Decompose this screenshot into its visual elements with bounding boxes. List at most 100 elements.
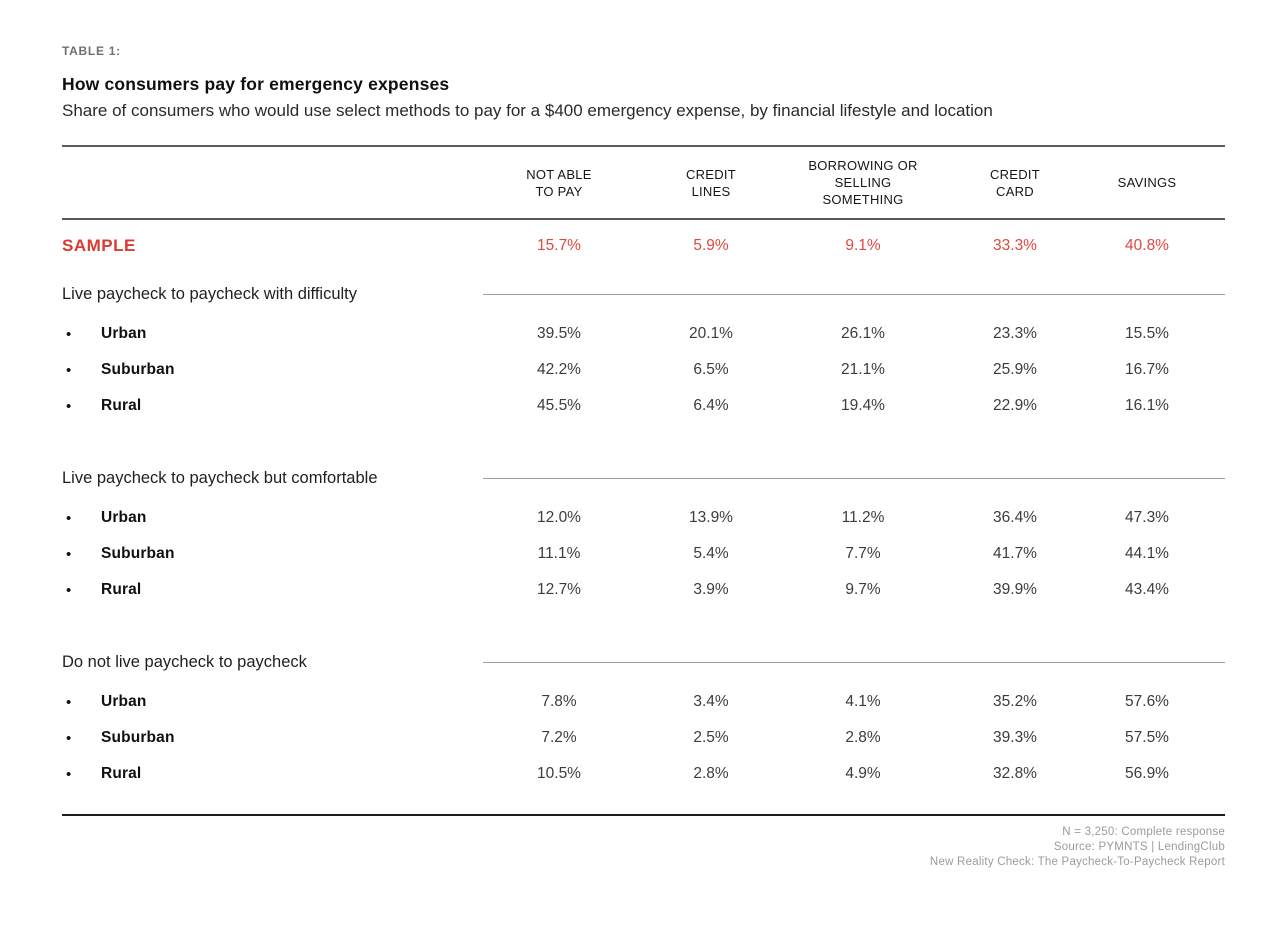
cell-credit-lines: 3.4% <box>693 693 729 710</box>
sample-value-savings: 40.8% <box>1125 237 1169 254</box>
page-subtitle: Share of consumers who would use select … <box>62 101 993 120</box>
bullet-icon: • <box>66 693 72 711</box>
cell-not-able-to-pay: 45.5% <box>537 397 581 414</box>
section-rows: • Urban 12.0% 13.9% 11.2% 36.4% 47.3% • … <box>62 500 1225 608</box>
row-label-cell: • Suburban <box>62 545 483 563</box>
cell-not-able-to-pay: 7.8% <box>541 693 577 710</box>
sample-value-not-able-to-pay: 15.7% <box>537 237 581 254</box>
cell-credit-card: 39.3% <box>993 729 1037 746</box>
sample-row: SAMPLE 15.7% 5.9% 9.1% 33.3% 40.8% <box>62 220 1225 272</box>
cell-credit-card: 35.2% <box>993 693 1037 710</box>
cell-borrowing-or-selling: 9.7% <box>845 581 881 598</box>
section-header: Live paycheck to paycheck with difficult… <box>62 272 1225 316</box>
page-title: How consumers pay for emergency expenses <box>62 74 450 94</box>
section-rows: • Urban 39.5% 20.1% 26.1% 23.3% 15.5% • … <box>62 316 1225 424</box>
row-label: Urban <box>101 693 147 710</box>
lifestyle-section: Live paycheck to paycheck with difficult… <box>62 272 1225 424</box>
cell-credit-card: 32.8% <box>993 765 1037 782</box>
cell-borrowing-or-selling: 19.4% <box>841 397 885 414</box>
section-divider-rule <box>483 661 1225 663</box>
row-label: Rural <box>101 765 142 782</box>
cell-not-able-to-pay: 42.2% <box>537 361 581 378</box>
table-row: • Urban 7.8% 3.4% 4.1% 35.2% 57.6% <box>62 684 1225 720</box>
section-rows: • Urban 7.8% 3.4% 4.1% 35.2% 57.6% • Sub… <box>62 684 1225 792</box>
report-table-page: TABLE 1: How consumers pay for emergency… <box>62 44 1225 870</box>
cell-borrowing-or-selling: 7.7% <box>845 545 881 562</box>
footnotes: N = 3,250: Complete response Source: PYM… <box>62 825 1225 870</box>
cell-credit-lines: 5.4% <box>693 545 729 562</box>
cell-credit-lines: 13.9% <box>689 509 733 526</box>
cell-not-able-to-pay: 12.7% <box>537 581 581 598</box>
cell-savings: 57.5% <box>1125 729 1169 746</box>
cell-savings: 15.5% <box>1125 325 1169 342</box>
row-label-cell: • Rural <box>62 397 483 415</box>
row-label-cell: • Urban <box>62 509 483 527</box>
section-divider-rule <box>483 477 1225 479</box>
cell-credit-lines: 6.4% <box>693 397 729 414</box>
row-label-cell: • Rural <box>62 581 483 599</box>
table-number-eyebrow: TABLE 1: <box>62 44 121 58</box>
cell-credit-card: 36.4% <box>993 509 1037 526</box>
bullet-icon: • <box>66 509 72 527</box>
cell-savings: 44.1% <box>1125 545 1169 562</box>
cell-credit-card: 41.7% <box>993 545 1037 562</box>
cell-credit-lines: 20.1% <box>689 325 733 342</box>
column-header-credit-lines: CREDIT LINES <box>686 166 736 199</box>
cell-not-able-to-pay: 39.5% <box>537 325 581 342</box>
cell-borrowing-or-selling: 11.2% <box>841 509 885 526</box>
row-label: Suburban <box>101 361 175 378</box>
cell-credit-lines: 2.8% <box>693 765 729 782</box>
bullet-icon: • <box>66 397 72 415</box>
table-header-row: NOT ABLE TO PAY CREDIT LINES BORROWING O… <box>62 145 1225 220</box>
column-header-borrowing-or-selling: BORROWING OR SELLING SOMETHING <box>808 158 918 207</box>
section-label: Do not live paycheck to paycheck <box>62 652 307 671</box>
table-row: • Rural 12.7% 3.9% 9.7% 39.9% 43.4% <box>62 572 1225 608</box>
cell-credit-lines: 3.9% <box>693 581 729 598</box>
bullet-icon: • <box>66 729 72 747</box>
row-label-cell: • Urban <box>62 693 483 711</box>
bullet-icon: • <box>66 361 72 379</box>
section-header: Live paycheck to paycheck but comfortabl… <box>62 456 1225 500</box>
row-label: Urban <box>101 509 147 526</box>
footnote-sample-size: N = 3,250: Complete response <box>1062 826 1225 838</box>
bullet-icon: • <box>66 765 72 783</box>
cell-not-able-to-pay: 12.0% <box>537 509 581 526</box>
sample-value-credit-lines: 5.9% <box>693 237 729 254</box>
cell-borrowing-or-selling: 4.1% <box>845 693 881 710</box>
section-header: Do not live paycheck to paycheck <box>62 640 1225 684</box>
cell-not-able-to-pay: 7.2% <box>541 729 577 746</box>
table-row: • Suburban 11.1% 5.4% 7.7% 41.7% 44.1% <box>62 536 1225 572</box>
bullet-icon: • <box>66 545 72 563</box>
table-row: • Urban 39.5% 20.1% 26.1% 23.3% 15.5% <box>62 316 1225 352</box>
cell-savings: 56.9% <box>1125 765 1169 782</box>
cell-borrowing-or-selling: 2.8% <box>845 729 881 746</box>
cell-credit-card: 22.9% <box>993 397 1037 414</box>
bullet-icon: • <box>66 581 72 599</box>
cell-credit-lines: 6.5% <box>693 361 729 378</box>
section-divider-rule <box>483 293 1225 295</box>
row-label: Rural <box>101 397 142 414</box>
section-label: Live paycheck to paycheck but comfortabl… <box>62 468 378 487</box>
row-label-cell: • Suburban <box>62 729 483 747</box>
bullet-icon: • <box>66 325 72 343</box>
cell-borrowing-or-selling: 26.1% <box>841 325 885 342</box>
cell-savings: 16.7% <box>1125 361 1169 378</box>
cell-borrowing-or-selling: 21.1% <box>841 361 885 378</box>
cell-credit-card: 25.9% <box>993 361 1037 378</box>
column-header-credit-card: CREDIT CARD <box>990 166 1040 199</box>
sample-value-credit-card: 33.3% <box>993 237 1037 254</box>
cell-borrowing-or-selling: 4.9% <box>845 765 881 782</box>
table-bottom-rule <box>62 814 1225 816</box>
cell-savings: 57.6% <box>1125 693 1169 710</box>
footnote-source: Source: PYMNTS | LendingClub <box>1053 841 1225 853</box>
cell-savings: 43.4% <box>1125 581 1169 598</box>
section-label: Live paycheck to paycheck with difficult… <box>62 284 358 303</box>
table-row: • Suburban 7.2% 2.5% 2.8% 39.3% 57.5% <box>62 720 1225 756</box>
table-row: • Suburban 42.2% 6.5% 21.1% 25.9% 16.7% <box>62 352 1225 388</box>
cell-not-able-to-pay: 11.1% <box>537 545 581 562</box>
row-label-cell: • Suburban <box>62 361 483 379</box>
row-label-cell: • Urban <box>62 325 483 343</box>
sample-value-borrowing-or-selling: 9.1% <box>845 237 881 254</box>
row-label: Urban <box>101 325 147 342</box>
footnote-report-title: New Reality Check: The Paycheck-To-Paych… <box>929 856 1225 868</box>
